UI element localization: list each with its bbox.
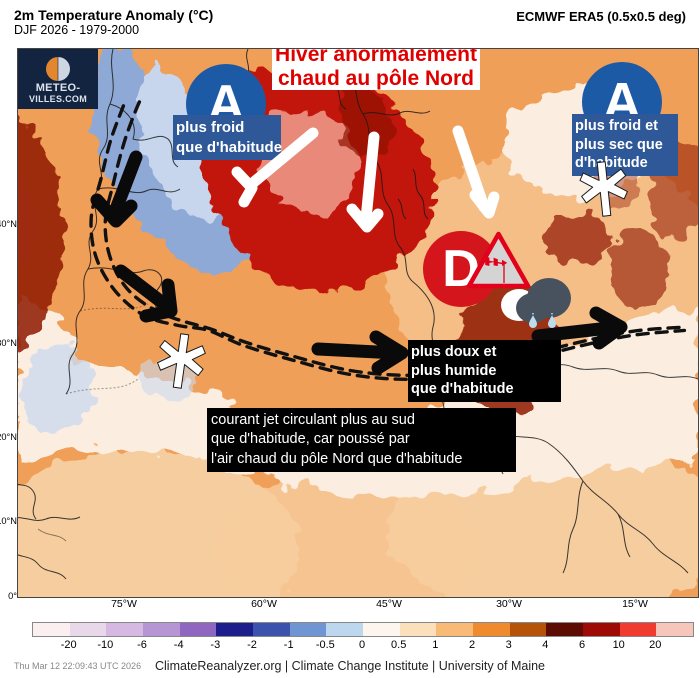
svg-text:3: 3 (506, 639, 512, 651)
svg-text:30°N: 30°N (0, 338, 17, 348)
svg-text:-4: -4 (174, 639, 184, 651)
svg-text:METEO-: METEO- (36, 82, 81, 94)
svg-text:60°W: 60°W (251, 598, 277, 610)
svg-text:-3: -3 (210, 639, 220, 651)
svg-text:-2: -2 (247, 639, 257, 651)
svg-text:-10: -10 (97, 639, 113, 651)
svg-text:-20: -20 (61, 639, 77, 651)
svg-text:40°N: 40°N (0, 219, 17, 229)
svg-text:15°W: 15°W (622, 598, 648, 610)
svg-text:10: 10 (613, 639, 625, 651)
svg-text:30°W: 30°W (496, 598, 522, 610)
svg-text:-6: -6 (137, 639, 147, 651)
svg-text:6: 6 (579, 639, 585, 651)
svg-text:75°W: 75°W (111, 598, 137, 610)
svg-text:45°W: 45°W (376, 598, 402, 610)
svg-text:0: 0 (359, 639, 365, 651)
svg-text:-0.5: -0.5 (316, 639, 335, 651)
svg-text:4: 4 (542, 639, 548, 651)
svg-text:10°N: 10°N (0, 516, 17, 526)
svg-text:1: 1 (432, 639, 438, 651)
svg-text:20°N: 20°N (0, 432, 17, 442)
svg-text:2: 2 (469, 639, 475, 651)
svg-text:0.5: 0.5 (391, 639, 406, 651)
svg-text:VILLES.COM: VILLES.COM (29, 94, 87, 104)
svg-text:20: 20 (649, 639, 661, 651)
svg-text:-1: -1 (284, 639, 294, 651)
